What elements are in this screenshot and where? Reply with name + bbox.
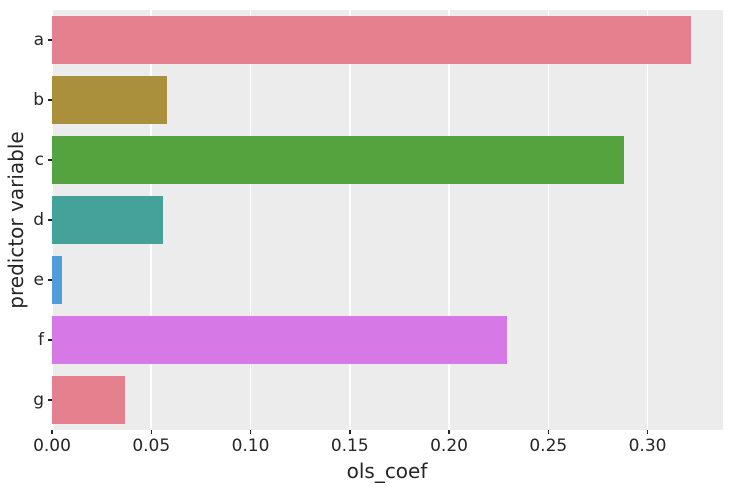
x-tick-mark [646,430,649,434]
gridline [348,10,351,430]
bar-d [52,196,164,244]
x-tick-mark [150,430,152,434]
x-tick-mark [349,430,351,434]
gridline [646,10,649,430]
y-tick-mark [48,39,52,41]
bar-b [52,76,168,124]
x-tick-label: 0.20 [430,436,468,456]
gridline [448,10,450,430]
y-tick-label: e [33,270,44,290]
y-tick-label: d [33,210,44,230]
y-tick-mark [48,99,52,101]
x-tick-label: 0.05 [132,436,171,456]
x-tick-label: 0.30 [628,436,667,456]
bar-g [52,376,126,424]
y-tick-label: f [38,330,44,350]
x-tick-mark [249,430,252,434]
x-tick-mark [547,430,550,434]
bar-c [52,136,624,184]
y-tick-mark [48,219,52,221]
x-tick-mark [51,430,53,434]
x-axis-label: ols_coef [346,459,428,483]
y-tick-mark [48,279,52,281]
y-tick-mark [48,159,52,161]
x-tick-label: 0.25 [529,436,568,456]
bar-e [52,256,62,304]
gridline [249,10,252,430]
y-tick-label: g [33,390,44,410]
y-tick-label: c [34,150,44,170]
x-tick-label: 0.15 [330,436,369,456]
gridline [547,10,550,430]
y-tick-label: b [33,90,44,110]
y-tick-mark [48,399,52,401]
y-tick-mark [48,339,52,341]
x-tick-label: 0.10 [231,436,270,456]
x-tick-mark [448,430,450,434]
plot-area [51,10,723,430]
bar-f [52,316,507,364]
bar-a [52,16,692,64]
y-tick-label: a [33,30,44,50]
x-tick-label: 0.00 [33,436,71,456]
